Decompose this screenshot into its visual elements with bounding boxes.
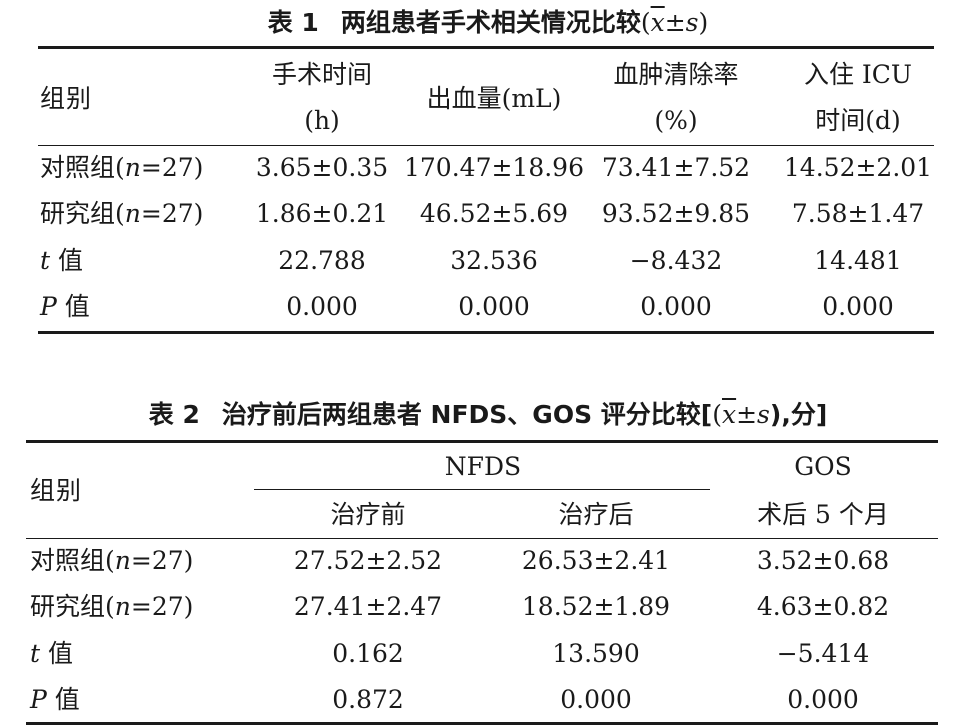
- table2-cell: 18.52±1.89: [521, 592, 671, 621]
- table2-header-rule: [26, 538, 938, 539]
- table2-cell: 0.000: [560, 685, 632, 714]
- table1-cell: 0.000: [286, 292, 358, 321]
- table2-header-gos: GOS: [794, 452, 852, 481]
- table2-cell: 27.52±2.52: [293, 546, 443, 575]
- table2-cell: 27.41±2.47: [293, 592, 443, 621]
- table2-cell: 0.162: [332, 639, 404, 668]
- table1-caption: 表 1 两组患者手术相关情况比较(x±s): [0, 8, 976, 38]
- table1-cell: 14.481: [814, 246, 902, 275]
- table1-row-label: 对照组(n=27): [40, 153, 204, 182]
- table1-top-rule: [38, 46, 934, 49]
- table1-header-icu-unit: 时间(d): [815, 106, 901, 135]
- table1-cell: 0.000: [458, 292, 530, 321]
- table1-stat: (x±s): [640, 8, 709, 37]
- table2-title: 治疗前后两组患者 NFDS、GOS 评分比较[: [221, 400, 713, 429]
- table2-cell: 0.872: [332, 685, 404, 714]
- table1-row-label: 研究组(n=27): [40, 199, 204, 228]
- table1-cell: 22.788: [278, 246, 366, 275]
- table1-cell: 0.000: [822, 292, 894, 321]
- table1-cell: 14.52±2.01: [783, 153, 933, 182]
- table1-header-icu: 入住 ICU: [803, 60, 913, 89]
- table1-header-clearance: 血肿清除率: [613, 60, 739, 89]
- table2-row-label: 研究组(n=27): [30, 592, 194, 621]
- table2-header-gos-sub: 术后 5 个月: [757, 500, 889, 529]
- table2-top-rule: [26, 440, 938, 443]
- table2-header-before: 治疗前: [330, 500, 406, 529]
- table2-row-label: 对照组(n=27): [30, 546, 194, 575]
- table1-title: 两组患者手术相关情况比较: [340, 8, 641, 37]
- table1-row-label: P 值: [40, 292, 90, 321]
- table2-caption: 表 2 治疗前后两组患者 NFDS、GOS 评分比较[(x±s),分]: [0, 400, 976, 430]
- table2-cell: 4.63±0.82: [756, 592, 890, 621]
- table2-cell: 3.52±0.68: [756, 546, 890, 575]
- table1-cell: 32.536: [450, 246, 538, 275]
- table1-header-group: 组别: [40, 84, 93, 113]
- table1-header-op-time-unit: (h): [304, 106, 340, 135]
- table2-cell: −5.414: [776, 639, 870, 668]
- table1-header-clearance-unit: (%): [654, 106, 698, 135]
- table2-header-nfds: NFDS: [444, 452, 522, 481]
- table2-number: 表 2: [148, 400, 200, 429]
- table1-cell: 46.52±5.69: [419, 199, 569, 228]
- table2-nfds-span-rule: [254, 489, 710, 490]
- table2-title-end: ),分]: [769, 400, 828, 429]
- table1-bottom-rule: [38, 331, 934, 334]
- table2-stat: (x±s: [712, 400, 770, 429]
- table1-header-rule: [38, 145, 934, 146]
- table2-header-after: 治疗后: [558, 500, 634, 529]
- table1-cell: 93.52±9.85: [601, 199, 751, 228]
- table2-row-label: P 值: [30, 685, 80, 714]
- table1-header-blood-loss: 出血量(mL): [426, 84, 562, 113]
- table2-header-group: 组别: [30, 476, 83, 505]
- table2-cell: 0.000: [787, 685, 859, 714]
- table1-cell: 7.58±1.47: [791, 199, 925, 228]
- table1-cell: −8.432: [629, 246, 723, 275]
- table1-cell: 73.41±7.52: [601, 153, 751, 182]
- table1-header-op-time: 手术时间: [271, 60, 373, 89]
- table2-bottom-rule: [26, 722, 938, 725]
- table2-cell: 26.53±2.41: [521, 546, 671, 575]
- table2-row-label: t 值: [30, 639, 73, 668]
- table1-row-label: t 值: [40, 246, 83, 275]
- table1-cell: 3.65±0.35: [255, 153, 389, 182]
- table2-cell: 13.590: [552, 639, 640, 668]
- table1-cell: 0.000: [640, 292, 712, 321]
- table1-cell: 170.47±18.96: [404, 153, 584, 182]
- table1-cell: 1.86±0.21: [255, 199, 389, 228]
- table1-number: 表 1: [267, 8, 319, 37]
